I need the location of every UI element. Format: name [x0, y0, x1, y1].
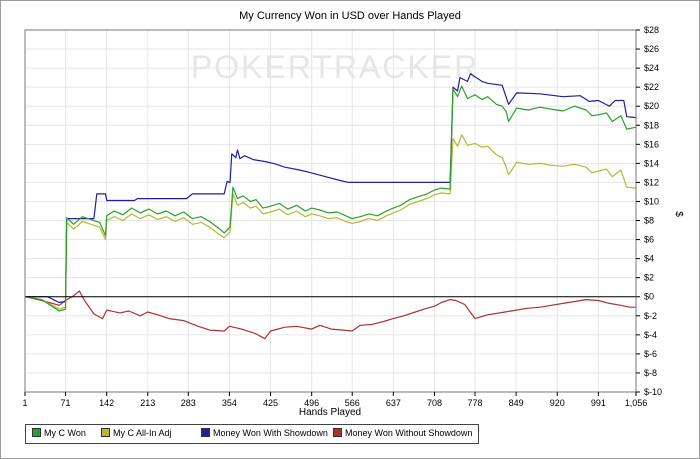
series-line-money-won-with-showdown: [25, 73, 637, 304]
chart-title: My Currency Won in USD over Hands Played: [239, 10, 461, 22]
legend-label: Money Won Without Showdown: [345, 428, 473, 438]
x-tick-label: 213: [140, 398, 155, 408]
plot-border: [24, 29, 637, 393]
y-tick-label: $24: [644, 63, 659, 73]
y-axis-ticks: $28 $26 $24 $22 $20 $18 $16 $14 $12 $10 $8 $6 $4 $2 $0…: [636, 25, 662, 397]
legend-swatch-my-c-all-in-adj: [101, 428, 110, 437]
x-tick-label: 354: [222, 398, 237, 408]
y-tick-label: $-6: [644, 349, 657, 359]
legend-item-without-showdown[interactable]: Money Won Without Showdown: [333, 428, 472, 438]
y-axis-label: $: [673, 211, 684, 217]
legend-swatch-my-c-won: [32, 428, 41, 437]
legend-swatch-without-showdown: [333, 428, 342, 437]
y-tick-label: $28: [644, 25, 659, 35]
y-tick-label: $12: [644, 177, 659, 187]
series-line-my-c-won: [24, 85, 637, 312]
y-tick-label: $-8: [644, 368, 657, 378]
y-tick-label: $-10: [644, 387, 662, 397]
x-tick-label: 778: [467, 398, 482, 408]
x-tick-label: 496: [304, 398, 319, 408]
x-axis-label: Hands Played: [299, 407, 361, 418]
x-tick-label: 708: [427, 398, 442, 408]
y-tick-label: $10: [644, 196, 659, 206]
x-axis-ticks: 1 71 142 213 283 354 425 496 566 637 708 778 849 920 9…: [22, 392, 647, 408]
y-tick-label: $8: [644, 216, 654, 226]
y-tick-label: $6: [644, 235, 654, 245]
legend-item-my-c-all-in-adj[interactable]: My C All-In Adj: [101, 428, 172, 438]
y-tick-label: $14: [644, 158, 659, 168]
y-tick-label: $-2: [644, 311, 657, 321]
y-tick-label: $4: [644, 254, 654, 264]
legend-label: My C Won: [44, 428, 86, 438]
legend-label: My C All-In Adj: [113, 428, 172, 438]
x-tick-label: 920: [550, 398, 565, 408]
x-tick-label: 71: [61, 398, 71, 408]
x-tick-label: 425: [263, 398, 278, 408]
legend-swatch-with-showdown: [201, 428, 210, 437]
y-tick-label: $20: [644, 101, 659, 111]
legend-label: Money Won With Showdown: [213, 428, 328, 438]
x-tick-label: 849: [509, 398, 524, 408]
y-tick-label: $26: [644, 44, 659, 54]
y-tick-label: $0: [644, 292, 654, 302]
legend-item-with-showdown[interactable]: Money Won With Showdown: [201, 428, 328, 438]
y-tick-label: $22: [644, 82, 659, 92]
series-lines: [24, 73, 637, 340]
x-tick-label: 991: [591, 398, 606, 408]
x-tick-label: 283: [181, 398, 196, 408]
x-tick-label: 637: [386, 398, 401, 408]
x-tick-label: 1: [22, 398, 27, 408]
y-tick-label: $18: [644, 120, 659, 130]
series-line-my-c-all-in-adj: [24, 134, 637, 310]
plot-area: [25, 30, 636, 392]
legend: My C Won My C All-In Adj Money Won With …: [25, 424, 479, 444]
y-tick-label: $16: [644, 139, 659, 149]
y-tick-label: $-4: [644, 330, 657, 340]
x-tick-label: 1,056: [625, 398, 648, 408]
x-tick-label: 142: [99, 398, 114, 408]
x-tick-label: 566: [345, 398, 360, 408]
watermark-logo: POKERTRACKER: [191, 49, 479, 85]
y-tick-label: $2: [644, 273, 654, 283]
series-line-money-won-without-showdown: [24, 290, 636, 340]
legend-item-my-c-won[interactable]: My C Won: [32, 428, 86, 438]
